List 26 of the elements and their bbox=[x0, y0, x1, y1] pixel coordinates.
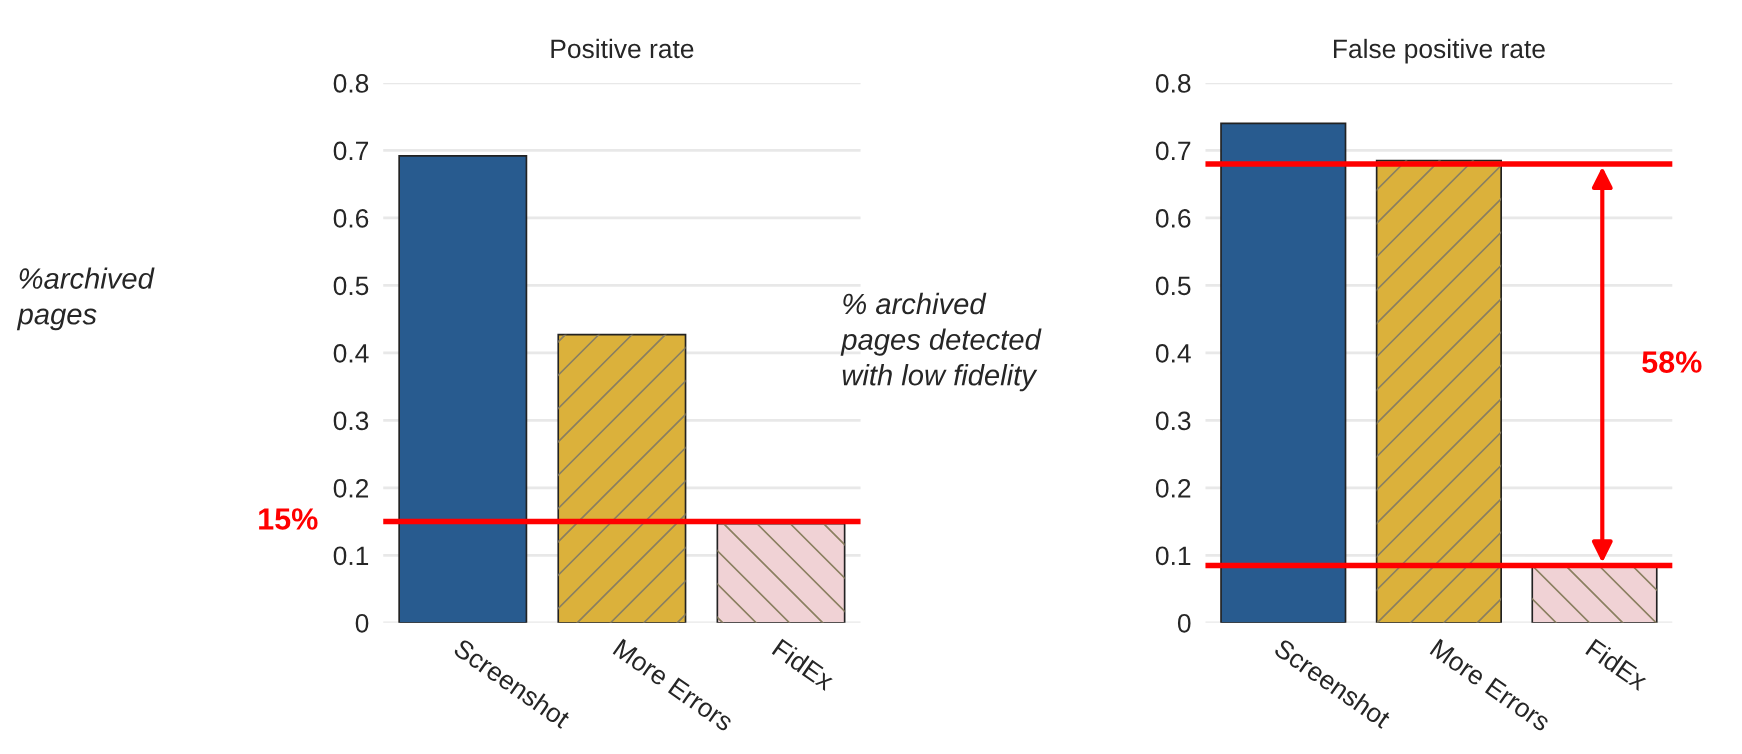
y-tick-label: 0 bbox=[1177, 613, 1191, 633]
bar bbox=[1220, 122, 1347, 623]
y-tick-label: 0.4 bbox=[1155, 344, 1191, 363]
y-tick-label: 0.6 bbox=[1155, 209, 1191, 228]
y-tick-label: 0.4 bbox=[333, 344, 369, 363]
y-tick-label: 0.2 bbox=[333, 478, 369, 498]
y-tick-label: 0.3 bbox=[1155, 411, 1191, 431]
y-tick-label: 0.7 bbox=[1155, 141, 1191, 161]
y-tick-label: 0.1 bbox=[333, 546, 369, 566]
y-tick-label: 0.5 bbox=[1155, 276, 1191, 296]
chart-title: Positive rate bbox=[551, 38, 694, 59]
y-tick-label: 0.1 bbox=[1155, 546, 1191, 566]
annotation: 58% bbox=[1642, 351, 1702, 373]
y-tick-label: 0.8 bbox=[1155, 74, 1191, 93]
y-axis-title: % archived pages detected with low fidelity bbox=[840, 292, 1042, 392]
y-tick-label: 0.2 bbox=[1155, 478, 1191, 498]
ref-line-label: 15% bbox=[259, 508, 318, 530]
y-axis-title: %archived pages bbox=[16, 267, 155, 331]
y-tick-label: 0.7 bbox=[333, 141, 369, 161]
chart-title: False positive rate bbox=[1333, 38, 1545, 64]
y-tick-label: 0.8 bbox=[333, 74, 369, 93]
bar bbox=[398, 154, 528, 623]
y-tick-label: 0 bbox=[355, 613, 369, 633]
y-tick-label: 0.5 bbox=[333, 276, 369, 296]
y-tick-label: 0.3 bbox=[333, 411, 369, 431]
y-tick-label: 0.6 bbox=[333, 209, 369, 228]
